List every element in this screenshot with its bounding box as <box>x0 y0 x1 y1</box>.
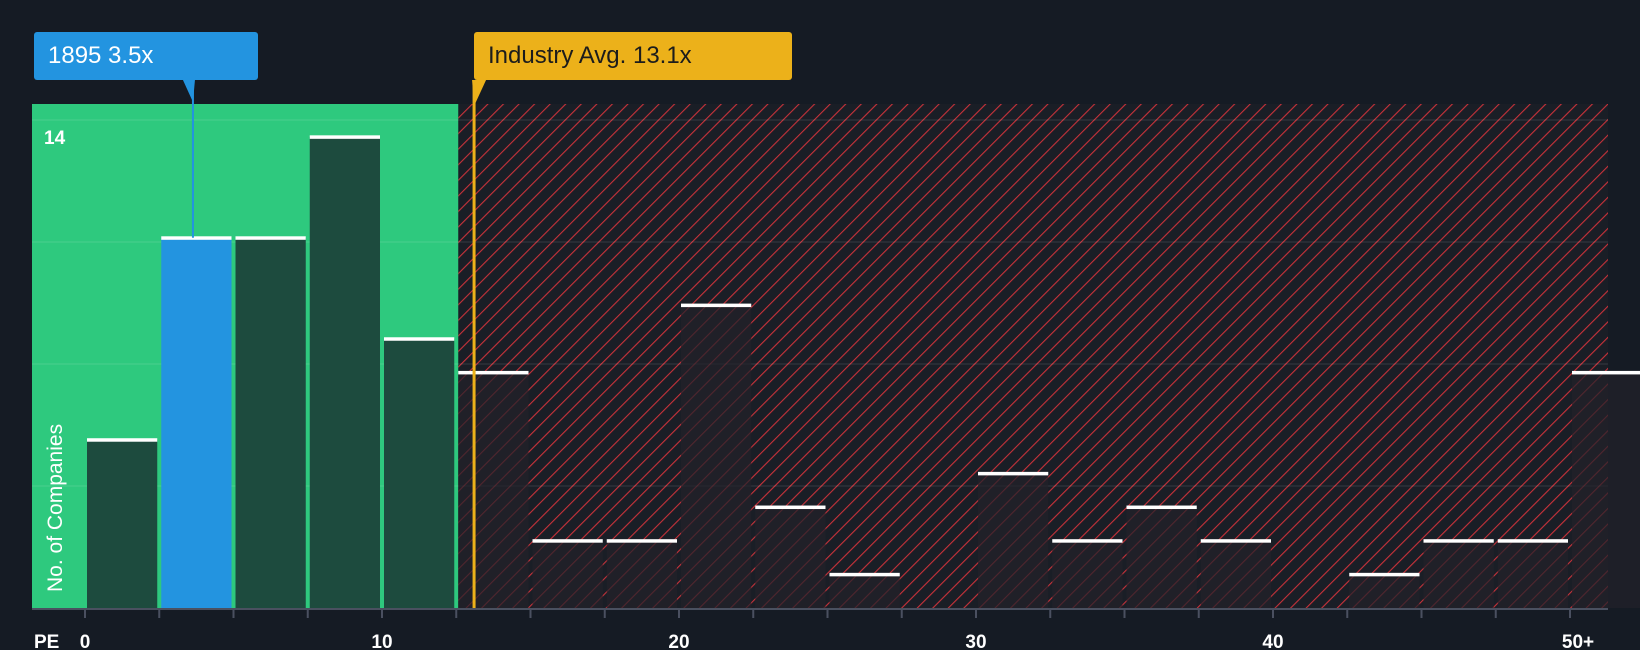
x-tick-label: 30 <box>965 632 986 650</box>
bar-cap <box>1572 370 1640 375</box>
histogram-bar <box>978 473 1049 608</box>
bar-cap <box>829 572 900 577</box>
bar-cap <box>532 539 603 543</box>
histogram-bars <box>87 135 1640 609</box>
histogram-bar <box>384 338 455 608</box>
company-pe-callout: 1895 3.5x <box>34 32 258 80</box>
bar-cap <box>458 370 529 375</box>
x-axis-ticks: 0 10 20 30 40 50+ <box>80 608 1594 650</box>
bar-cap <box>1126 505 1197 510</box>
bar-cap <box>1349 572 1420 577</box>
y-axis-label: No. of Companies <box>44 424 67 592</box>
x-tick-label: 10 <box>371 632 392 650</box>
x-tick-label: 50+ <box>1562 632 1594 650</box>
bar-cap <box>681 303 752 308</box>
histogram-bar <box>458 372 529 608</box>
industry-average-callout: Industry Avg. 13.1x <box>474 32 792 80</box>
histogram-bar <box>1052 540 1123 608</box>
x-tick-label: 0 <box>80 632 91 650</box>
bar-cap <box>1052 539 1123 543</box>
bar-cap <box>87 438 158 442</box>
industry-average-label: Industry Avg. 13.1x <box>488 42 692 69</box>
bar-cap <box>309 135 380 139</box>
histogram-bar <box>1126 507 1197 608</box>
industry-callout-pointer <box>472 80 487 106</box>
bar-cap <box>1200 539 1271 543</box>
histogram-bar <box>309 136 380 609</box>
bar-cap <box>755 505 826 510</box>
bar-cap <box>384 337 455 341</box>
histogram-bar <box>829 574 900 608</box>
company-callout-pointer <box>182 80 195 102</box>
histogram-bar <box>1423 540 1494 608</box>
histogram-bar <box>681 305 752 608</box>
bar-cap <box>978 471 1049 476</box>
bar-cap <box>161 236 232 240</box>
histogram-bar <box>87 439 158 608</box>
histogram-bar <box>161 237 232 609</box>
y-tick-label: 14 <box>44 128 66 149</box>
histogram-bar <box>606 540 677 608</box>
histogram-bar <box>1497 540 1568 608</box>
histogram-bar <box>1200 540 1271 608</box>
x-tick-label: 20 <box>668 632 689 650</box>
bar-cap <box>606 539 677 543</box>
histogram-bar <box>1349 574 1420 608</box>
bar-cap <box>1497 539 1568 543</box>
histogram-bar <box>1572 372 1640 608</box>
histogram-bar <box>532 540 603 608</box>
histogram-bar <box>755 507 826 608</box>
company-pe-label: 1895 3.5x <box>48 42 154 69</box>
histogram-bar <box>235 237 306 609</box>
x-axis-label: PE <box>34 632 59 650</box>
bar-cap <box>1423 539 1494 543</box>
bar-cap <box>235 236 306 240</box>
x-tick-label: 40 <box>1262 632 1283 650</box>
